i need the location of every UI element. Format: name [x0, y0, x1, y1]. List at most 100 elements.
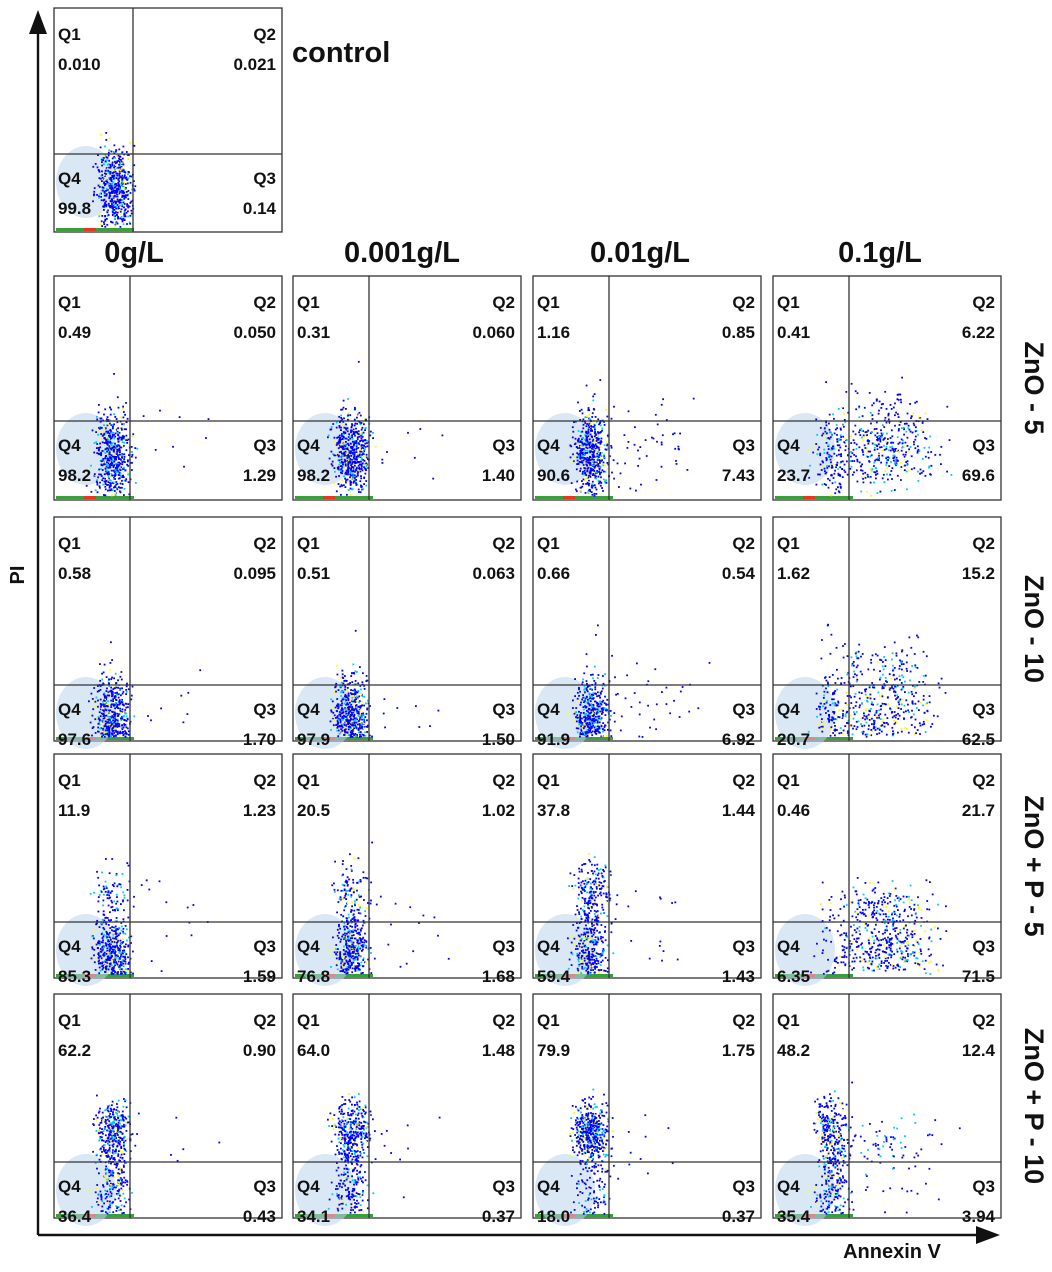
event-dot: [111, 442, 114, 445]
event-dot: [888, 686, 890, 689]
event-dot: [100, 732, 103, 735]
event-dot: [354, 430, 357, 433]
event-dot: [891, 734, 894, 737]
event-dot: [360, 448, 362, 451]
event-dot: [118, 209, 121, 211]
event-dot: [334, 470, 336, 473]
event-dot: [891, 686, 893, 689]
event-dot: [900, 727, 903, 730]
event-dot: [655, 728, 657, 731]
event-dot: [605, 707, 608, 710]
event-dot: [343, 715, 346, 718]
event-dot: [124, 730, 126, 733]
event-dot: [103, 717, 106, 719]
event-dot: [825, 421, 827, 424]
event-dot: [849, 685, 852, 688]
event-dot: [825, 458, 828, 460]
event-dot: [120, 671, 123, 673]
event-dot: [838, 491, 841, 494]
event-dot: [199, 669, 202, 672]
event-dot: [121, 170, 123, 173]
event-dot: [900, 466, 903, 468]
event-dot: [129, 202, 132, 204]
event-dot: [828, 691, 831, 694]
event-dot: [360, 693, 363, 696]
event-dot: [108, 137, 111, 140]
event-dot: [899, 393, 902, 396]
event-dot: [107, 202, 110, 205]
event-dot: [898, 424, 901, 426]
event-dot: [354, 408, 356, 411]
event-dot: [123, 456, 126, 458]
event-dot: [907, 709, 909, 712]
event-dot: [121, 185, 124, 187]
event-dot: [331, 460, 334, 463]
event-dot: [345, 408, 347, 410]
event-dot: [122, 711, 125, 713]
event-dot: [338, 725, 341, 728]
event-dot: [852, 439, 855, 442]
event-dot: [110, 448, 113, 451]
event-dot: [108, 419, 111, 421]
event-dot: [577, 462, 580, 465]
event-dot: [99, 703, 102, 705]
event-dot: [345, 724, 348, 727]
event-dot: [361, 681, 364, 684]
event-dot: [916, 667, 919, 669]
event-dot: [120, 694, 122, 697]
event-dot: [850, 382, 853, 385]
event-dot: [113, 423, 115, 426]
event-dot: [816, 715, 818, 718]
event-dot: [878, 716, 880, 719]
event-dot: [359, 688, 362, 691]
event-dot: [349, 719, 351, 722]
event-dot: [102, 463, 105, 466]
event-dot: [113, 156, 116, 158]
event-dot: [353, 443, 355, 446]
event-dot: [362, 459, 365, 461]
event-dot: [629, 487, 632, 490]
event-dot: [585, 653, 588, 655]
event-dot: [870, 729, 873, 731]
event-dot: [365, 712, 368, 715]
event-dot: [656, 440, 658, 443]
event-dot: [844, 713, 847, 716]
event-dot: [109, 440, 111, 443]
event-dot: [127, 177, 130, 180]
event-dot: [586, 447, 589, 450]
event-dot: [929, 435, 932, 438]
event-dot: [118, 182, 120, 185]
event-dot: [925, 655, 928, 658]
event-dot: [344, 459, 347, 462]
event-dot: [329, 428, 332, 431]
event-dot: [346, 427, 349, 430]
event-dot: [869, 697, 872, 700]
event-dot: [107, 458, 110, 460]
event-dot: [919, 468, 922, 471]
event-dot: [586, 456, 589, 459]
event-dot: [870, 703, 873, 706]
event-dot: [597, 624, 599, 627]
q1-value: 0.49: [58, 323, 91, 342]
event-dot: [350, 733, 353, 736]
y-axis-arrow: [29, 10, 47, 34]
event-dot: [419, 428, 422, 430]
event-dot: [875, 477, 877, 480]
event-dot: [587, 483, 589, 485]
event-dot: [120, 474, 122, 477]
event-dot: [665, 703, 668, 705]
event-dot: [869, 411, 872, 414]
event-dot: [840, 677, 843, 679]
event-dot: [889, 449, 892, 452]
event-dot: [345, 428, 348, 431]
q4-value: 91.9: [537, 730, 570, 749]
event-dot: [124, 413, 126, 416]
event-dot: [599, 422, 601, 425]
event-dot: [874, 459, 876, 462]
event-dot: [330, 709, 333, 712]
event-dot: [120, 166, 123, 168]
event-dot: [106, 416, 109, 418]
event-dot: [362, 672, 364, 675]
event-dot: [887, 456, 890, 459]
event-dot: [330, 450, 333, 453]
